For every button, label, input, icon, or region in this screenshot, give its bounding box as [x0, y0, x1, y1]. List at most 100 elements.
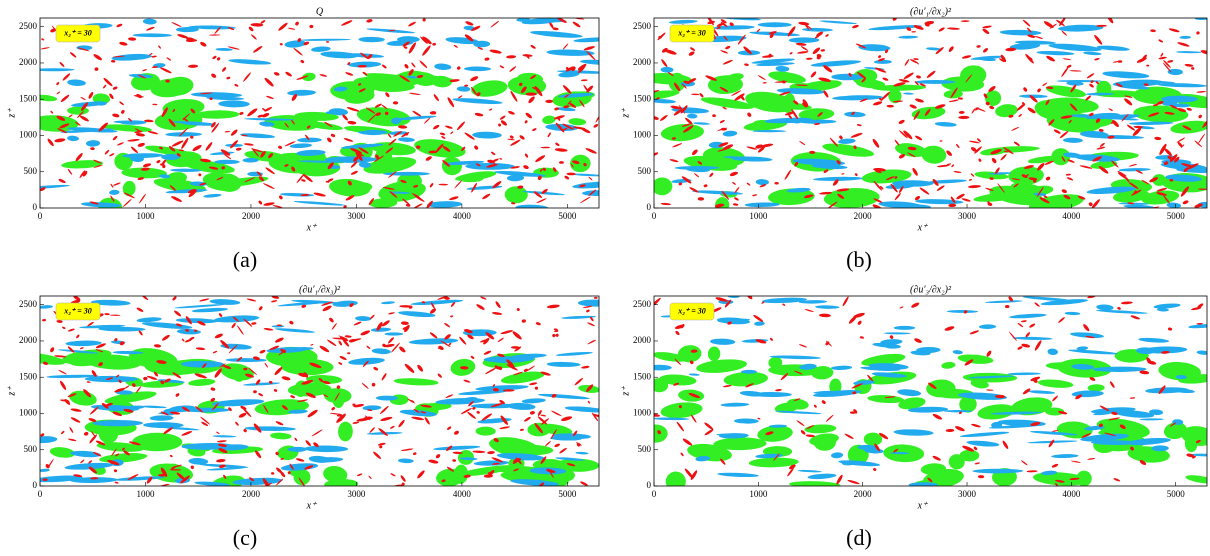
structure [796, 420, 805, 427]
structure [797, 469, 822, 473]
structure [1037, 163, 1045, 171]
structure [142, 163, 152, 168]
structure [991, 157, 997, 164]
structure [1154, 136, 1162, 141]
structure [209, 34, 221, 36]
badge-box [669, 24, 715, 43]
structure [654, 152, 659, 156]
structure [291, 299, 339, 304]
structure [683, 80, 690, 85]
structure [997, 183, 1005, 193]
structure [1075, 394, 1082, 400]
structure [1107, 135, 1115, 139]
structure [1136, 347, 1156, 355]
structure [524, 120, 528, 124]
structure [731, 90, 742, 96]
structure [987, 201, 991, 204]
structure [555, 142, 560, 146]
structure [795, 42, 807, 46]
structure [242, 158, 259, 163]
structure [227, 46, 240, 50]
structure [251, 322, 257, 325]
structure [587, 400, 591, 404]
structure [1170, 158, 1176, 160]
structure [420, 36, 428, 44]
structure [832, 179, 839, 186]
structure [1106, 18, 1114, 24]
structure [138, 330, 143, 336]
structure [488, 108, 493, 111]
structure [582, 305, 593, 308]
structure [553, 115, 565, 120]
structure [985, 101, 990, 106]
structure [809, 150, 816, 154]
structure [249, 477, 255, 482]
structure [669, 159, 679, 163]
structure [961, 55, 972, 59]
structure [540, 371, 551, 376]
structure [367, 113, 377, 123]
structure [93, 164, 103, 168]
structure [172, 464, 182, 468]
structure [782, 303, 786, 306]
structure [1037, 379, 1074, 388]
structure [349, 303, 354, 308]
structure [109, 93, 114, 100]
structure [40, 468, 50, 472]
structure [290, 395, 295, 399]
structure [985, 389, 994, 391]
structure [358, 88, 366, 93]
structure [429, 183, 434, 188]
structure [67, 135, 80, 142]
structure [215, 48, 233, 51]
structure [941, 361, 956, 369]
structure [769, 33, 774, 39]
structure [331, 407, 336, 411]
structure [897, 389, 922, 397]
structure [537, 482, 545, 486]
structure [1118, 168, 1151, 172]
structure [419, 60, 428, 68]
structure [457, 66, 461, 70]
structure [332, 389, 345, 409]
structure [506, 359, 515, 368]
structure [586, 51, 596, 61]
structure [269, 345, 280, 351]
structure [583, 162, 587, 167]
structure [273, 389, 278, 392]
x-tick-label: 3000 [347, 211, 366, 221]
structure [459, 175, 484, 183]
structure [914, 338, 922, 343]
structure [721, 190, 730, 200]
structure [510, 166, 520, 169]
structure [1011, 178, 1021, 181]
structure [767, 188, 815, 206]
structure [420, 411, 426, 414]
structure [1095, 118, 1101, 123]
panel-caption: (a) [233, 247, 257, 272]
structure [278, 22, 288, 31]
structure [719, 86, 729, 93]
structure [497, 353, 505, 358]
structure [1191, 67, 1195, 70]
structure [546, 49, 595, 56]
structure [402, 198, 411, 206]
structure [300, 193, 310, 197]
y-tick-label: 0 [33, 202, 38, 212]
structure [192, 145, 202, 152]
structure [376, 322, 383, 331]
structure [58, 349, 99, 354]
structure [787, 398, 809, 410]
structure [198, 173, 202, 177]
structure [836, 160, 841, 165]
structure [1156, 100, 1164, 105]
structure [307, 409, 318, 418]
structure [814, 35, 820, 39]
structure [1184, 63, 1194, 67]
structure [851, 111, 855, 115]
structure [519, 428, 524, 431]
structure [554, 443, 560, 448]
structure [551, 393, 557, 398]
structure [322, 380, 331, 385]
structure [798, 108, 835, 121]
